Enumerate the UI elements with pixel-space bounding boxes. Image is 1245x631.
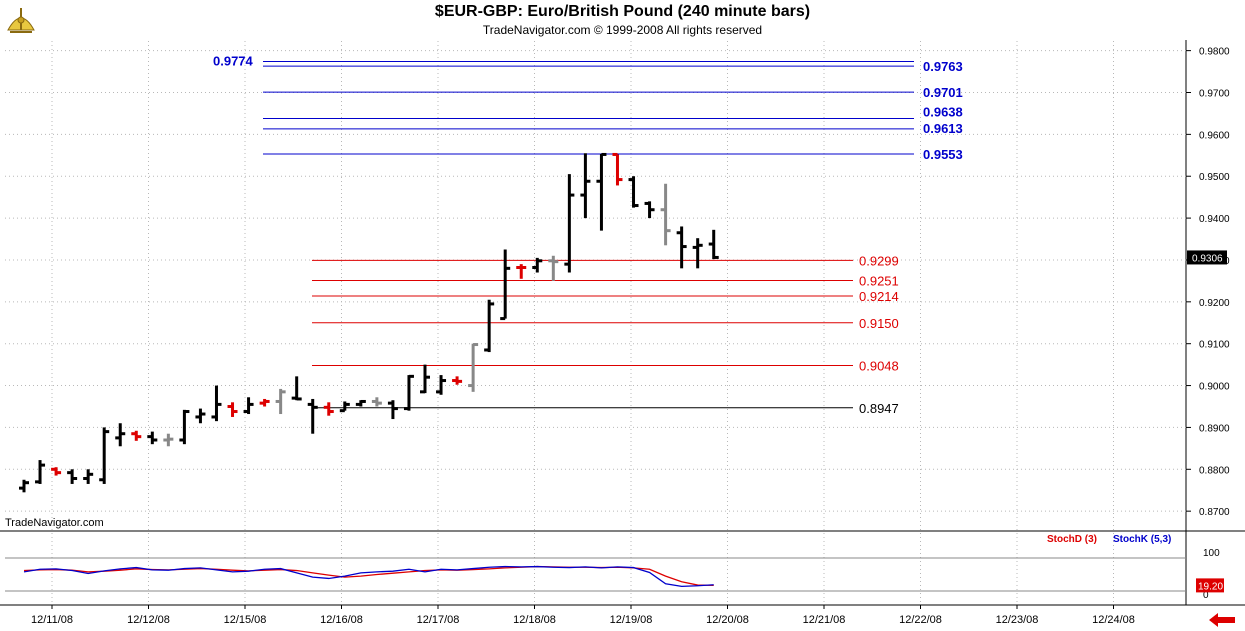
date-tick-label: 12/15/08 xyxy=(224,614,267,626)
price-tick-label: 0.8800 xyxy=(1199,465,1230,476)
sextant-logo-icon xyxy=(7,8,35,33)
stoch-axis-label: 100 xyxy=(1203,548,1220,559)
last-price-box xyxy=(1187,250,1227,265)
date-tick-label: 12/16/08 xyxy=(320,614,363,626)
price-tick-label: 0.9500 xyxy=(1199,172,1230,183)
copyright-text: TradeNavigator.com © 1999-2008 All right… xyxy=(482,23,763,37)
fib-level-label: 0.9553 xyxy=(923,147,963,162)
price-tick-label: 0.9800 xyxy=(1199,47,1230,58)
retracement-level-label: 0.9251 xyxy=(859,273,899,288)
watermark-text: TradeNavigator.com xyxy=(5,517,104,529)
left-arrow-icon[interactable] xyxy=(1207,612,1237,628)
stochk-line xyxy=(23,565,714,588)
last-price-label: 0.9306 xyxy=(1192,253,1223,264)
retracement-level-label: 0.9299 xyxy=(859,253,899,268)
date-tick-label: 12/21/08 xyxy=(803,614,846,626)
date-tick-label: 12/23/08 xyxy=(996,614,1039,626)
chart-title: $EUR-GBP: Euro/British Pound (240 minute… xyxy=(434,3,811,20)
price-tick-label: 0.9200 xyxy=(1199,298,1230,309)
fib-level-label: 0.9613 xyxy=(923,121,963,136)
date-tick-label: 12/24/08 xyxy=(1092,614,1135,626)
price-tick-label: 0.9000 xyxy=(1199,382,1230,393)
date-tick-label: 12/17/08 xyxy=(417,614,460,626)
date-tick-label: 12/11/08 xyxy=(31,614,73,626)
stoch-last-value-box xyxy=(1196,578,1224,593)
chart-header: $EUR-GBP: Euro/British Pound (240 minute… xyxy=(0,0,1245,40)
fib-level-label: 0.9701 xyxy=(923,85,963,100)
date-tick-label: 12/19/08 xyxy=(610,614,653,626)
stochd-legend: StochD (3) xyxy=(1047,534,1097,545)
price-tick-label: 0.9400 xyxy=(1199,214,1230,225)
price-tick-label: 0.9100 xyxy=(1199,340,1230,351)
stoch-last-value-label: 19.20 xyxy=(1198,581,1223,592)
retracement-level-label: 0.9214 xyxy=(859,289,899,304)
fib-level-label: 0.9638 xyxy=(923,104,963,119)
date-tick-label: 12/22/08 xyxy=(899,614,942,626)
price-tick-label: 0.8900 xyxy=(1199,423,1230,434)
date-tick-label: 12/20/08 xyxy=(706,614,749,626)
stoch-axis-label: 0 xyxy=(1203,590,1209,601)
date-tick-label: 12/18/08 xyxy=(513,614,556,626)
support-level-label: 0.8947 xyxy=(859,401,899,416)
price-tick-label: 0.8700 xyxy=(1199,507,1230,518)
date-tick-label: 12/12/08 xyxy=(127,614,170,626)
price-tick-label: 0.9600 xyxy=(1199,130,1230,141)
plot-background xyxy=(0,40,1245,631)
price-tick-label: 0.9700 xyxy=(1199,88,1230,99)
retracement-level-label: 0.9150 xyxy=(859,316,899,331)
fib-level-label: 0.9763 xyxy=(923,59,963,74)
retracement-level-label: 0.9048 xyxy=(859,358,899,373)
fib-level-label: 0.9774 xyxy=(213,54,254,69)
stochk-legend: StochK (5,3) xyxy=(1113,534,1172,545)
